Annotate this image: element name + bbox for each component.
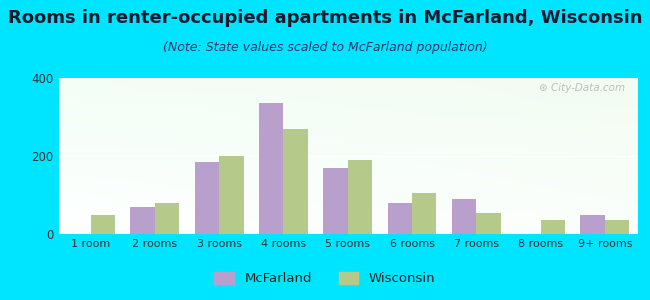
Bar — [283, 129, 308, 234]
Bar — [155, 203, 179, 234]
Bar — [580, 214, 605, 234]
Bar — [387, 203, 412, 234]
Bar — [452, 199, 476, 234]
Text: ⊛ City-Data.com: ⊛ City-Data.com — [540, 83, 625, 93]
Bar — [476, 212, 500, 234]
Bar — [412, 193, 436, 234]
Bar — [323, 168, 348, 234]
Bar — [259, 103, 283, 234]
Bar — [131, 207, 155, 234]
Bar — [219, 156, 244, 234]
Text: Rooms in renter-occupied apartments in McFarland, Wisconsin: Rooms in renter-occupied apartments in M… — [8, 9, 642, 27]
Legend: McFarland, Wisconsin: McFarland, Wisconsin — [209, 266, 441, 290]
Bar — [605, 220, 629, 234]
Bar — [348, 160, 372, 234]
Bar — [195, 162, 219, 234]
Text: (Note: State values scaled to McFarland population): (Note: State values scaled to McFarland … — [162, 40, 488, 53]
Bar — [90, 214, 115, 234]
Bar — [541, 220, 565, 234]
